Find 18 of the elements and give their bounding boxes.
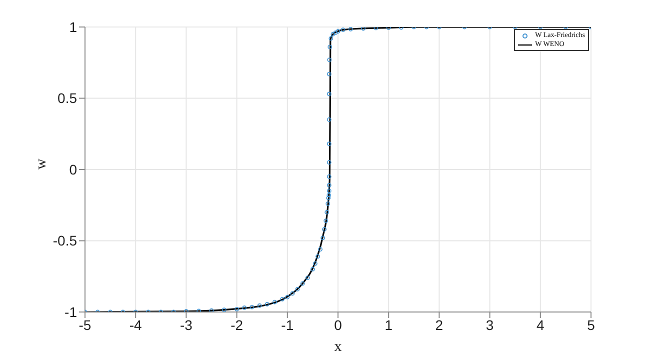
x-tick-label: -1 [281, 316, 294, 333]
x-tick-label: -3 [180, 316, 193, 333]
x-tick-label: 5 [587, 316, 596, 333]
x-axis-title: x [334, 339, 342, 353]
x-tick-label: 3 [486, 316, 494, 333]
y-tick-label: 0.5 [58, 90, 78, 106]
y-tick-label: -1 [64, 304, 78, 320]
x-tick-label: 0 [334, 316, 342, 333]
x-tick-label: -4 [129, 316, 142, 333]
x-tick-label: 4 [536, 316, 544, 333]
y-tick-label: 0 [69, 161, 78, 178]
x-tick-label: 1 [384, 316, 393, 333]
x-tick-label: -5 [78, 316, 92, 333]
y-tick-label: -0.5 [52, 232, 78, 249]
y-axis-title: w [33, 158, 50, 170]
x-tick-label: -2 [230, 316, 244, 333]
x-tick-label: 2 [435, 316, 444, 333]
y-tick-label: 1 [69, 18, 78, 35]
